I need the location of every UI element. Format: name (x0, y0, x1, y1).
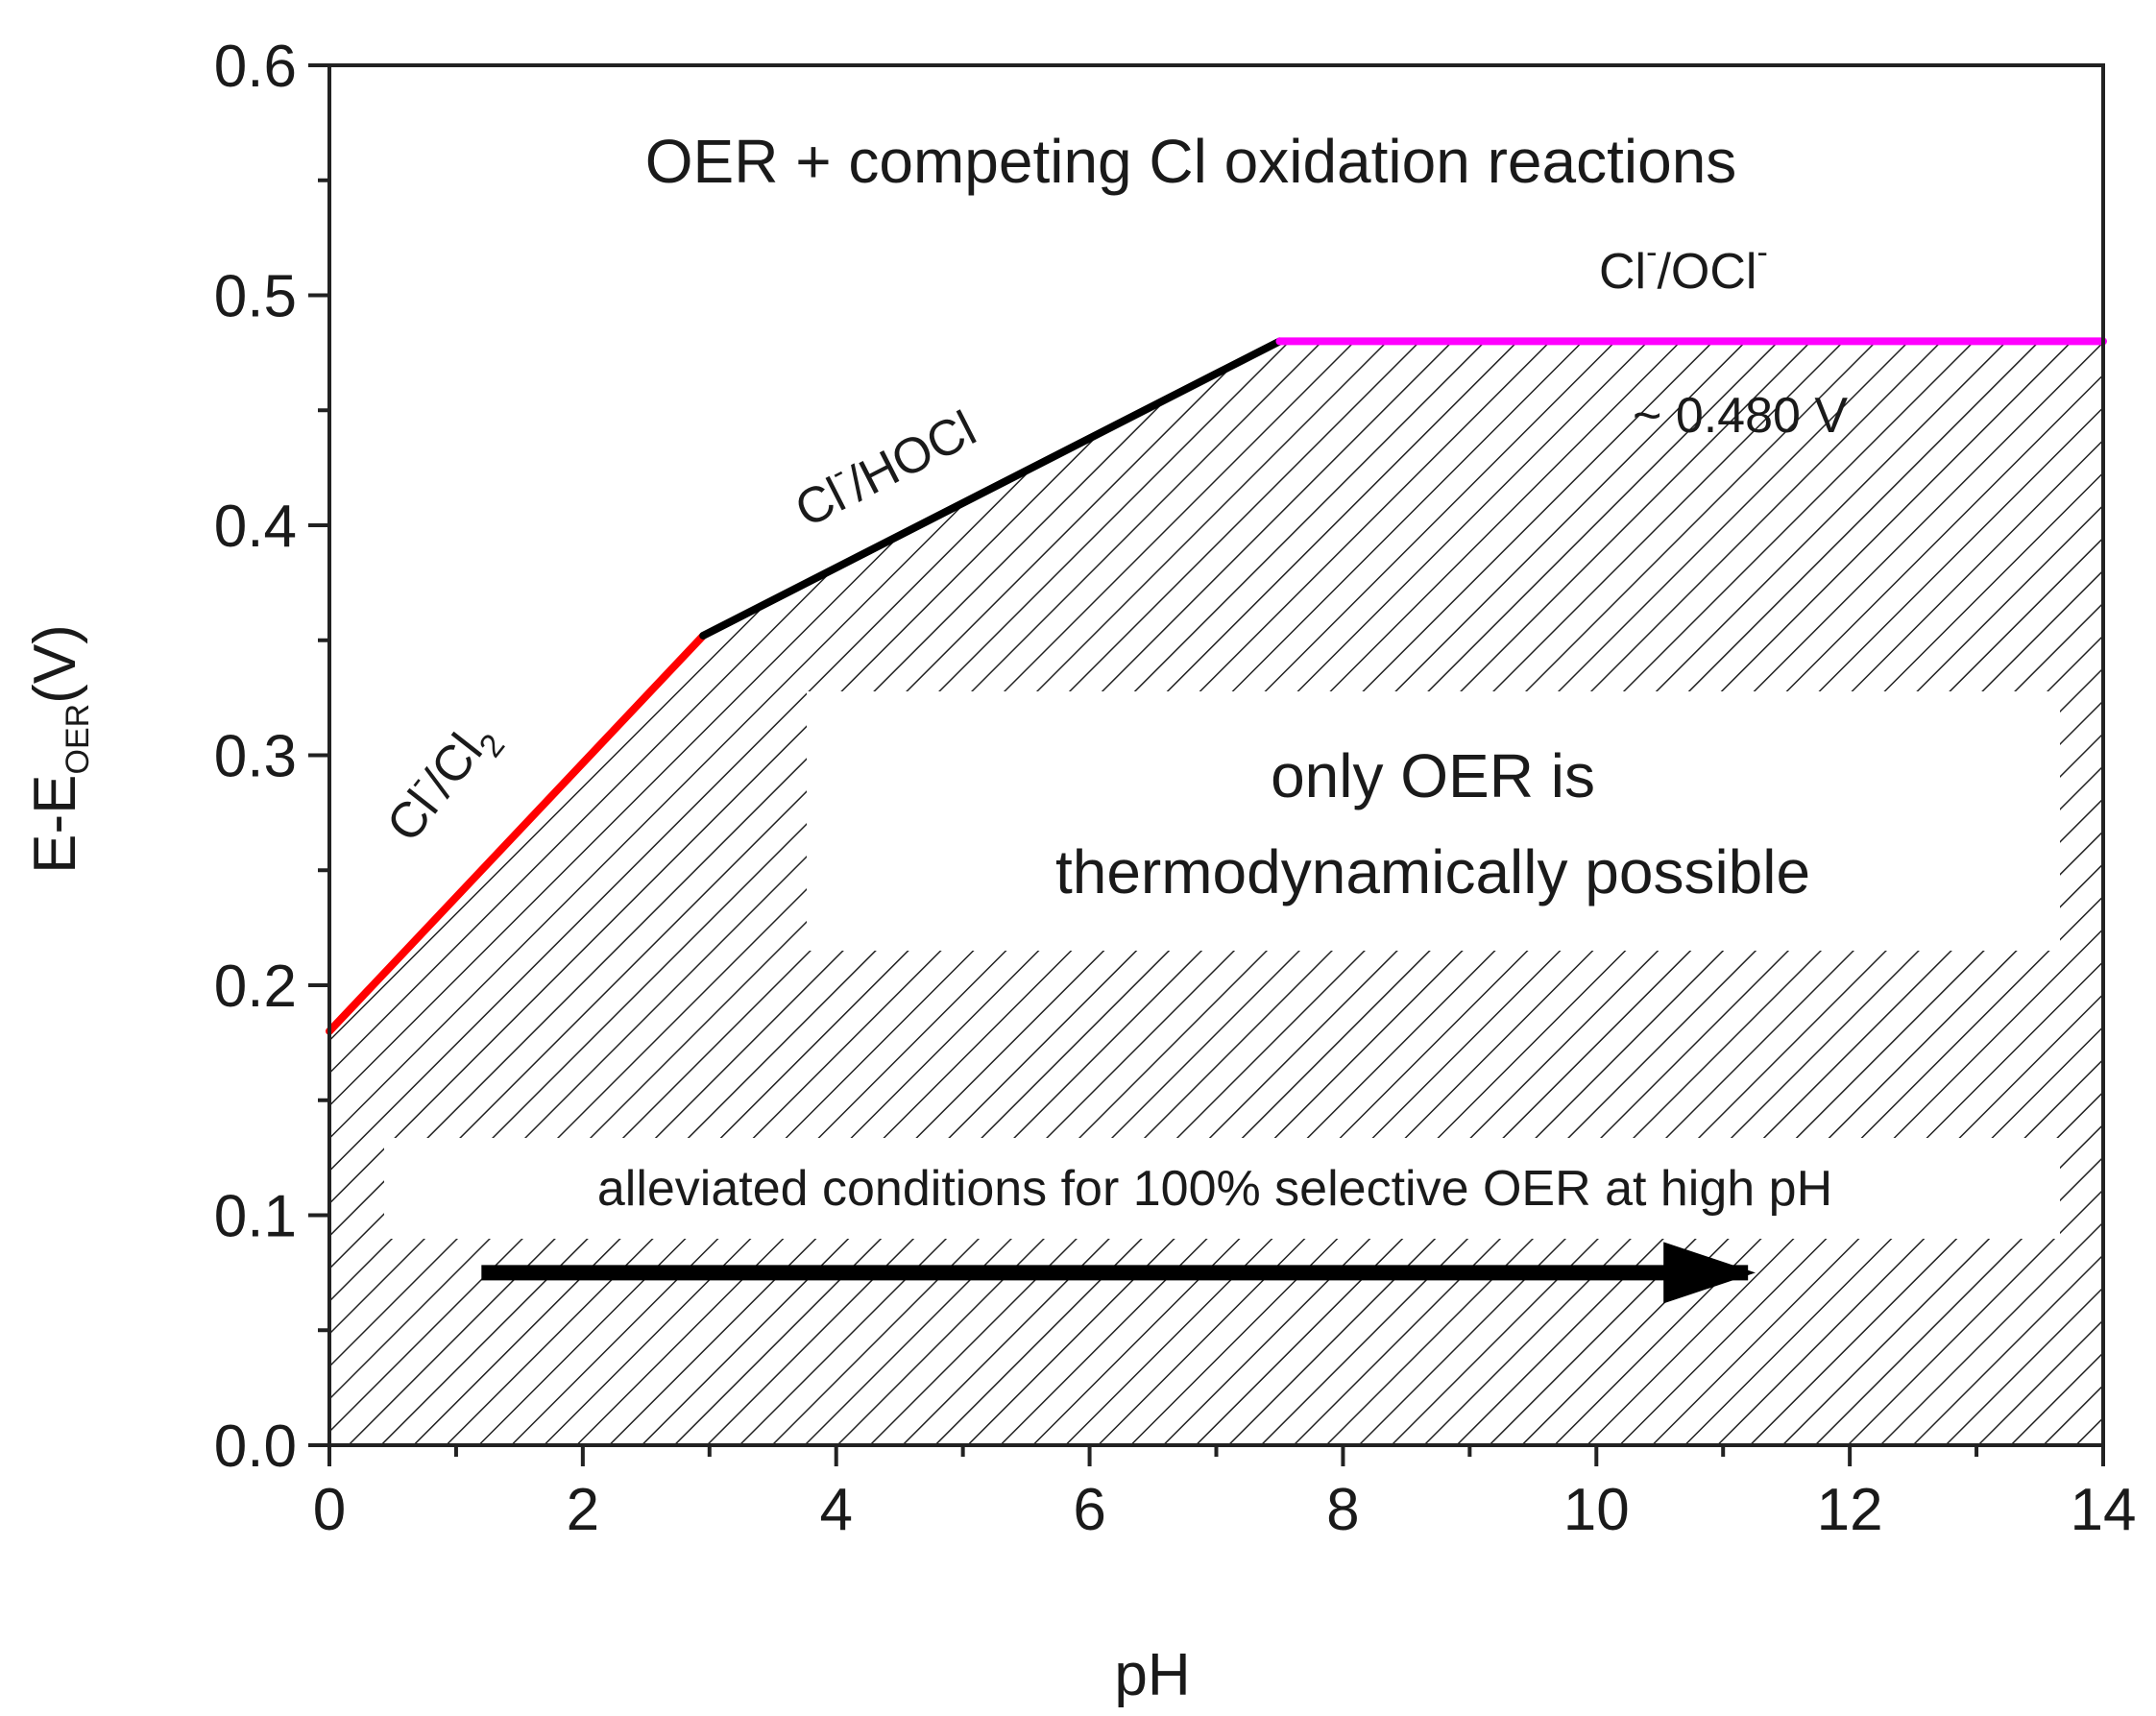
top-annotation: OER + competing Cl oxidation reactions (645, 127, 1737, 196)
x-tick-label: 2 (567, 1477, 599, 1543)
x-tick-label: 8 (1326, 1477, 1359, 1543)
y-tick-label: 0.4 (214, 494, 297, 560)
cl-cl2-label: Cl-/Cl2 (369, 704, 512, 858)
ticks-layer (308, 63, 2105, 1466)
x-axis-title: pH (1114, 1642, 1190, 1708)
alleviated-box (384, 1138, 2060, 1239)
y-tick-label: 0.2 (214, 954, 297, 1020)
alleviated-label: alleviated conditions for 100% selective… (597, 1161, 1832, 1217)
y-tick-label: 0.6 (214, 34, 297, 100)
y-axis-title: E-EOER(V) (22, 624, 96, 874)
only-oer-line1: only OER is (1271, 741, 1595, 810)
y-tick-label: 0.3 (214, 724, 297, 790)
y-tick-label: 0.1 (214, 1184, 297, 1250)
x-tick-label: 12 (1817, 1477, 1883, 1543)
only-oer-line2: thermodynamically possible (1055, 837, 1810, 906)
y-tick-labels: 0.0 0.1 0.2 0.3 0.4 0.5 0.6 (214, 34, 297, 1480)
cl-ocl-label: Cl-/OCl- (1599, 234, 1768, 300)
y-tick-label: 0.5 (214, 264, 297, 330)
x-tick-label: 6 (1073, 1477, 1105, 1543)
series-line-1 (326, 631, 708, 1035)
series-layer (326, 337, 2107, 1035)
y-tick-label: 0.0 (214, 1414, 297, 1480)
x-tick-label: 4 (819, 1477, 852, 1543)
x-tick-label: 10 (1563, 1477, 1630, 1543)
only-oer-box (807, 691, 2060, 951)
x-tick-labels: 0 2 4 6 8 10 12 14 (313, 1477, 2137, 1543)
series-line-2 (699, 337, 1284, 640)
x-tick-label: 14 (2071, 1477, 2137, 1543)
x-tick-label: 0 (313, 1477, 346, 1543)
threshold-label: ~ 0.480 V (1633, 388, 1848, 444)
